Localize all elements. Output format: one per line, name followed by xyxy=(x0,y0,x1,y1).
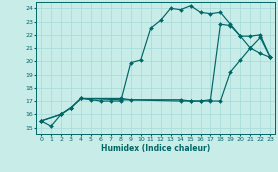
X-axis label: Humidex (Indice chaleur): Humidex (Indice chaleur) xyxy=(101,144,210,153)
